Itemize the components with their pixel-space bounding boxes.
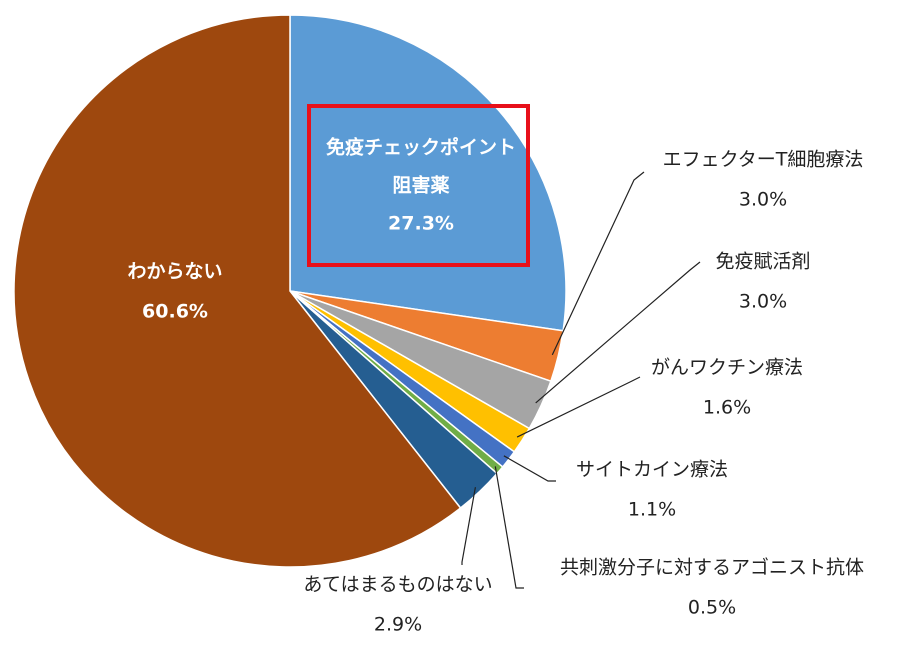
slice-value-label-6: 0.5% — [688, 597, 736, 619]
leader-lines — [461, 171, 701, 589]
slice-value-label-5: 1.1% — [628, 499, 676, 521]
slice-category-label-4: がんワクチン療法 — [651, 357, 803, 379]
slice-category-label-7: あてはまるものはない — [303, 574, 492, 596]
slice-category-label-5: サイトカイン療法 — [576, 459, 728, 481]
leader-line-4 — [516, 376, 641, 438]
slice-value-label-8: 60.6% — [142, 301, 208, 323]
leader-line-2 — [551, 171, 645, 356]
pie-slice-1 — [289, 14, 567, 332]
slice-category-label-1: 阻害薬 — [392, 174, 449, 197]
slice-category-label-6: 共刺激分子に対するアゴニスト抗体 — [560, 557, 864, 579]
slice-value-label-3: 3.0% — [739, 291, 787, 313]
slice-category-label-2: エフェクターT細胞療法 — [663, 149, 864, 171]
pie-slice-8 — [13, 14, 462, 568]
leader-line-3 — [535, 261, 701, 404]
pie-slices — [13, 14, 567, 568]
leader-line-7 — [461, 487, 476, 565]
slice-value-label-1: 27.3% — [388, 213, 454, 235]
leader-line-5 — [503, 455, 556, 482]
slice-value-label-2: 3.0% — [739, 189, 787, 211]
leader-line-6 — [494, 466, 524, 589]
slice-value-label-7: 2.9% — [374, 614, 422, 636]
slice-category-label-3: 免疫賦活剤 — [715, 251, 810, 273]
slice-category-label-8: わからない — [127, 261, 222, 283]
slice-category-label-1: 免疫チェックポイント — [326, 136, 516, 159]
slice-value-label-4: 1.6% — [703, 397, 751, 419]
highlight-box — [307, 104, 530, 267]
